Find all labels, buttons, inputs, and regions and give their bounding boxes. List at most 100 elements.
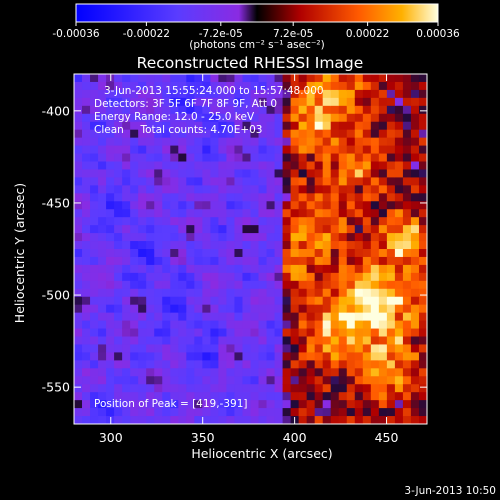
heatmap-cell	[170, 209, 179, 218]
heatmap-cell	[386, 344, 396, 353]
heatmap-cell	[154, 416, 163, 424]
heatmap-cell	[354, 376, 364, 385]
heatmap-cell	[130, 304, 139, 314]
heatmap-cell	[378, 304, 388, 314]
heatmap-cell	[258, 280, 268, 290]
heatmap-cell	[250, 249, 260, 258]
heatmap-cell	[202, 392, 211, 401]
heatmap-cell	[274, 296, 284, 306]
heatmap-cell	[162, 256, 171, 266]
heatmap-cell	[314, 161, 324, 171]
heatmap-cell	[162, 336, 171, 346]
heatmap-cell	[258, 296, 268, 306]
heatmap-cell	[242, 217, 252, 226]
heatmap-cell	[314, 105, 324, 115]
heatmap-cell	[82, 249, 91, 258]
heatmap-cell	[338, 296, 348, 306]
heatmap-cell	[242, 288, 252, 298]
heatmap-cell	[402, 201, 412, 210]
heatmap-cell	[362, 161, 372, 171]
heatmap-cell	[338, 201, 348, 210]
heatmap-cell	[74, 408, 83, 417]
heatmap-cell	[170, 328, 179, 338]
heatmap-cell	[394, 233, 404, 242]
heatmap-cell	[314, 74, 324, 83]
heatmap-cell	[210, 384, 220, 393]
heatmap-cell	[234, 201, 244, 210]
heatmap-cell	[218, 416, 228, 424]
heatmap-cell	[330, 376, 340, 385]
heatmap-cell	[418, 312, 427, 322]
heatmap-cell	[354, 121, 364, 131]
heatmap-cell	[226, 161, 236, 171]
heatmap-cell	[274, 169, 284, 178]
heatmap-cell	[146, 376, 155, 385]
heatmap-cell	[354, 113, 364, 123]
heatmap-cell	[186, 81, 195, 91]
heatmap-cell	[330, 352, 340, 361]
heatmap-cell	[370, 352, 380, 361]
heatmap-cell	[354, 400, 364, 409]
heatmap-cell	[370, 408, 380, 417]
heatmap-cell	[210, 241, 220, 250]
heatmap-cell	[194, 249, 203, 258]
heatmap-cell	[266, 225, 276, 234]
heatmap-cell	[210, 376, 220, 385]
heatmap-cell	[106, 225, 115, 234]
heatmap-cell	[114, 320, 123, 330]
heatmap-cell	[178, 81, 187, 91]
heatmap-cell	[122, 328, 131, 338]
heatmap-cell	[418, 368, 427, 377]
x-axis-ticks: 300 350 400 450	[99, 74, 399, 445]
heatmap-cell	[74, 360, 83, 369]
heatmap-cell	[306, 121, 316, 131]
heatmap-cell	[186, 416, 195, 424]
heatmap-cell	[98, 360, 107, 369]
heatmap-cell	[394, 249, 404, 258]
heatmap-cell	[354, 320, 364, 330]
heatmap-cell	[338, 225, 348, 234]
heatmap-cell	[330, 368, 340, 377]
heatmap-cell	[330, 153, 340, 163]
heatmap-cell	[242, 161, 252, 171]
heatmap-cell	[98, 272, 107, 282]
heatmap-cell	[354, 137, 364, 147]
heatmap-cell	[418, 320, 427, 330]
heatmap-cell	[154, 113, 163, 123]
heatmap-cell	[314, 225, 324, 234]
heatmap-cell	[282, 121, 292, 131]
heatmap-cell	[106, 113, 115, 123]
heatmap-cell	[306, 97, 316, 107]
heatmap-cell	[226, 217, 236, 226]
heatmap-cell	[290, 360, 300, 369]
heatmap-cell	[394, 352, 404, 361]
heatmap-cell	[330, 81, 340, 91]
heatmap-cell	[266, 360, 276, 369]
heatmap-cell	[418, 153, 427, 163]
heatmap-cell	[154, 400, 163, 409]
heatmap-cell	[298, 320, 308, 330]
heatmap-cell	[130, 105, 139, 115]
heatmap-cell	[378, 296, 388, 306]
heatmap-cell	[322, 153, 332, 163]
heatmap-cell	[370, 145, 380, 155]
heatmap-cell	[202, 368, 211, 377]
heatmap-cell	[266, 201, 276, 210]
heatmap-cell	[354, 89, 364, 99]
heatmap-cell	[250, 201, 260, 210]
heatmap-cell	[82, 376, 91, 385]
heatmap-cell	[290, 384, 300, 393]
heatmap-cell	[74, 217, 83, 226]
heatmap-cell	[194, 145, 203, 155]
heatmap-cell	[362, 137, 372, 147]
heatmap-cell	[194, 217, 203, 226]
heatmap-cell	[234, 225, 244, 234]
heatmap-cell	[114, 416, 123, 424]
heatmap-cell	[234, 137, 244, 147]
heatmap-cell	[106, 344, 115, 353]
heatmap-cell	[258, 129, 268, 139]
heatmap-cell	[290, 288, 300, 298]
heatmap-cell	[322, 360, 332, 369]
heatmap-cell	[90, 249, 99, 258]
heatmap-cell	[274, 89, 284, 99]
